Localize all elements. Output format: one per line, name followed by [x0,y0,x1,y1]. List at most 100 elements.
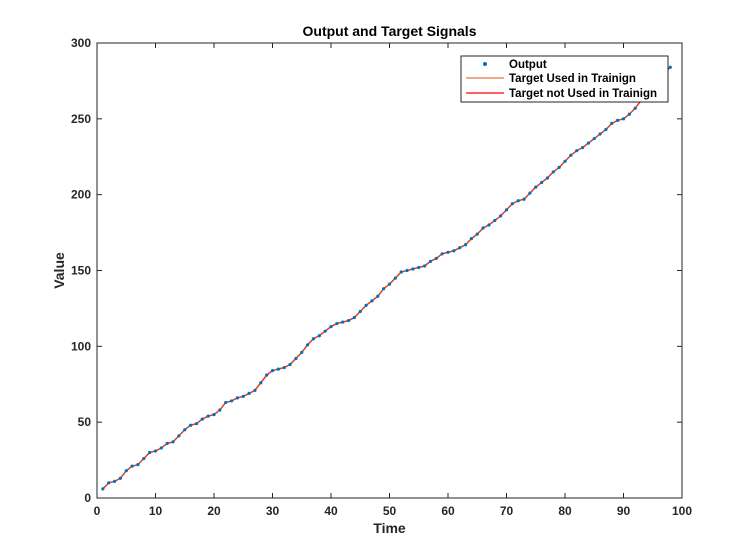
output-point [458,246,462,250]
output-point [130,464,134,468]
output-point [469,237,473,241]
x-tick-label: 100 [672,504,692,518]
output-point [510,202,514,206]
output-point [294,356,298,361]
output-point [276,367,280,371]
output-point [101,487,105,491]
x-tick-label: 20 [207,504,221,518]
output-point [124,469,128,473]
output-point [376,294,380,298]
output-point [247,391,251,395]
output-point [153,449,158,453]
x-tick-label: 0 [94,504,101,518]
output-point [387,282,392,286]
output-point [311,337,316,341]
output-point [610,121,614,125]
output-point [253,388,257,392]
output-point [575,149,579,153]
output-point [212,412,216,417]
x-tick-label: 30 [266,504,280,518]
output-point [259,381,263,385]
output-point [270,369,275,373]
output-point [522,197,526,201]
output-point [423,264,427,268]
y-axis-label: Value [51,252,67,289]
output-point [504,208,509,212]
output-point [282,365,286,370]
output-point [540,180,544,185]
output-point [194,422,199,426]
y-tick-label: 0 [84,491,91,505]
output-point [112,479,117,483]
output-point [364,303,368,307]
output-point [516,199,520,203]
output-point [346,318,351,323]
output-point [481,226,485,230]
output-point [265,373,269,377]
legend-output-label: Output [509,59,547,71]
output-point [189,423,193,427]
output-series [101,65,672,491]
output-point [499,214,503,218]
output-point [411,267,415,271]
output-point [352,315,356,320]
output-point [288,362,292,367]
legend-target-not-used-label: Target not Used in Trainign [509,88,657,100]
output-point [206,414,210,418]
output-point [616,118,620,122]
y-tick-label: 250 [71,112,91,126]
output-point [633,106,637,110]
output-point [627,112,631,116]
legend: Output Target Used in Trainign Target no… [460,55,669,103]
output-point [300,350,304,354]
output-point [434,256,438,260]
output-point [569,153,573,157]
output-point [452,249,456,253]
axes-box [96,42,683,499]
output-point [177,434,181,438]
output-point [142,456,146,461]
x-axis-label: Time [373,520,406,536]
output-point [551,170,555,174]
x-tick-label: 60 [441,504,455,518]
output-point [463,243,468,247]
output-point [341,320,345,324]
legend-output-marker [483,62,487,66]
output-point [545,176,550,180]
output-point [493,218,497,223]
x-tick-label: 70 [500,504,514,518]
output-point [329,325,333,329]
output-point [235,396,239,400]
chart-title: Output and Target Signals [303,23,477,39]
output-point [446,250,450,254]
output-point [668,65,672,69]
y-tick-label: 50 [78,415,92,429]
y-tick-label: 100 [71,339,91,353]
output-point [621,117,626,121]
output-point [604,127,608,132]
output-point [370,299,374,303]
legend-box [460,55,669,103]
output-point [382,287,386,291]
output-point [317,334,321,338]
x-tick-label: 10 [149,504,163,518]
output-point [487,223,491,227]
output-point [592,136,596,141]
y-axis: 0 50 100 150 200 250 300 [71,36,682,505]
output-point [148,450,152,455]
output-point [218,408,222,412]
x-tick-label: 40 [324,504,338,518]
output-point [183,428,187,432]
output-point [528,191,532,195]
output-point [159,446,163,450]
y-tick-label: 150 [71,264,91,278]
x-axis: 0 10 20 30 40 50 60 70 80 90 100 [94,43,692,518]
x-tick-label: 80 [558,504,572,518]
legend-target-used-label: Target Used in Trainign [509,73,636,85]
output-point [306,343,310,347]
output-point [136,463,140,467]
output-point [335,321,339,326]
output-point [598,132,602,136]
output-point [171,440,175,444]
